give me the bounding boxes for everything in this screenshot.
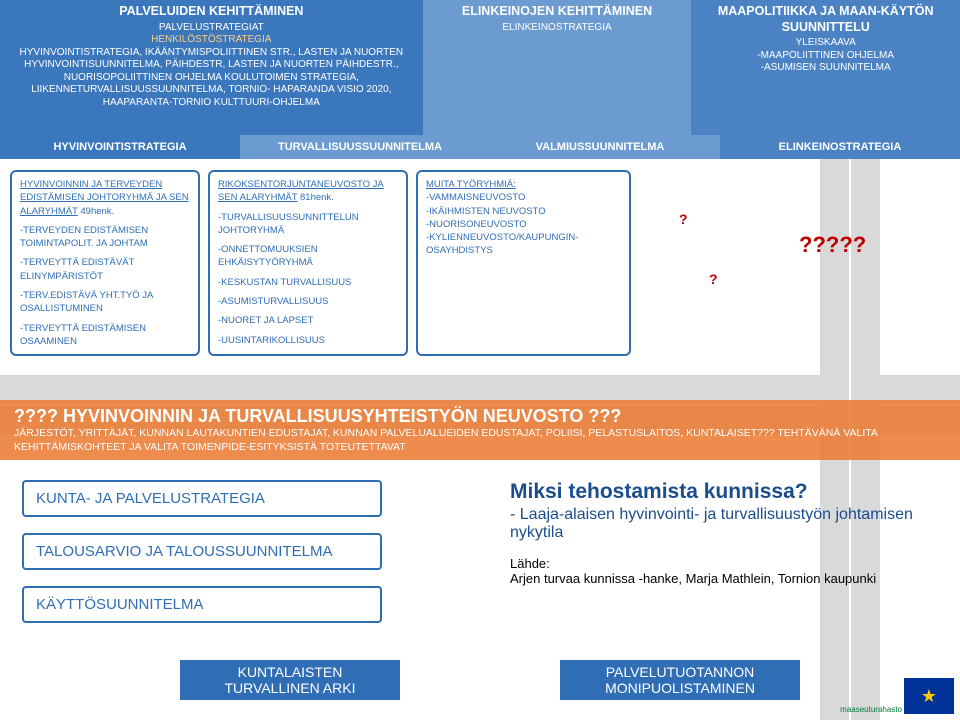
- top-line-1-1: HENKILÖSTÖSTRATEGIA: [151, 34, 271, 47]
- qmark-small-2: ?: [709, 270, 718, 290]
- top-line-1-0: PALVELUSTRATEGIAT: [159, 22, 264, 35]
- strategy-3: VALMIUSSUUNNITELMA: [480, 135, 720, 159]
- br-src1: Lähde:: [510, 556, 950, 571]
- br-question: Miksi tehostamista kunnissa?: [510, 480, 950, 504]
- bottom-right-block: Miksi tehostamista kunnissa? - Laaja-ala…: [510, 480, 950, 586]
- top-header-row: PALVELUIDEN KEHITTÄMINEN PALVELUSTRATEGI…: [0, 0, 960, 135]
- strategy-bar: HYVINVOINTISTRATEGIA TURVALLISUUSSUUNNIT…: [0, 135, 960, 159]
- mid-row: HYVINVOINNIN JA TERVEYDEN EDISTÄMISEN JO…: [0, 170, 960, 356]
- mid-box-rikoksentorjunta: RIKOKSENTORJUNTANEUVOSTO JA SEN ALARYHMÄ…: [208, 170, 408, 356]
- top-box-elinkeinojen: ELINKEINOJEN KEHITTÄMINEN ELINKEINOSTRAT…: [423, 0, 692, 135]
- mid2-i2: -KESKUSTAN TURVALLISUUS: [218, 276, 398, 289]
- mid2-i4: -NUORET JA LAPSET: [218, 314, 398, 327]
- mid1-i1: -TERVEYTTÄ EDISTÄVÄT ELINYMPÄRISTÖT: [20, 256, 190, 283]
- mid1-tail: 49henk.: [78, 206, 114, 217]
- eu-star: ★: [921, 686, 937, 707]
- council-title: ???? HYVINVOINNIN JA TURVALLISUUSYHTEIST…: [14, 406, 946, 427]
- qmark-small-1: ?: [679, 210, 688, 230]
- top-line-3-2: -MAAPOLIITTINEN OHJELMA: [757, 50, 894, 63]
- top-line-3-3: -ASUMISEN SUUNNITELMA: [761, 62, 891, 75]
- br-answer: - Laaja-alaisen hyvinvointi- ja turvalli…: [510, 506, 950, 542]
- mid3-head: MUITA TYÖRYHMIÄ:: [426, 179, 516, 190]
- mid2-i1: -ONNETTOMUUKSIEN EHKÄISYTYÖRYHMÄ: [218, 243, 398, 270]
- bl-sub: KUNTALAISTEN TURVALLINEN ARKI: [180, 660, 400, 700]
- council-band: ???? HYVINVOINNIN JA TURVALLISUUSYHTEIST…: [0, 400, 960, 460]
- mid3-i3: -KYLIENNEUVOSTO/KAUPUNGIN-OSAYHDISTYS: [426, 231, 621, 258]
- mid3-i1: -IKÄIHMISTEN NEUVOSTO: [426, 205, 621, 218]
- mid1-i0: -TERVEYDEN EDISTÄMISEN TOIMINTAPOLIT. JA…: [20, 224, 190, 251]
- mid2-i3: -ASUMISTURVALLISUUS: [218, 295, 398, 308]
- top-title-2: ELINKEINOJEN KEHITTÄMINEN: [462, 4, 652, 20]
- mid3-i2: -NUORISONEUVOSTO: [426, 218, 621, 231]
- mid2-tail: 81henk.: [297, 192, 333, 203]
- bl-box-1: KUNTA- JA PALVELUSTRATEGIA: [22, 480, 382, 517]
- mid1-i2: -TERV.EDISTÄVÄ YHT.TYÖ JA OSALLISTUMINEN: [20, 289, 190, 316]
- top-line-2-0: ELINKEINOSTRATEGIA: [502, 22, 611, 35]
- mid1-i3: -TERVEYTTÄ EDISTÄMISEN OSAAMINEN: [20, 322, 190, 349]
- strategy-2: TURVALLISUUSSUUNNITELMA: [240, 135, 480, 159]
- br-sub: PALVELUTUOTANNON MONIPUOLISTAMINEN: [560, 660, 800, 700]
- top-title-3: MAAPOLITIIKKA JA MAAN-KÄYTÖN SUUNNITTELU: [697, 4, 954, 35]
- mid2-i5: -UUSINTARIKOLLISUUS: [218, 334, 398, 347]
- top-box-maapolitiikka: MAAPOLITIIKKA JA MAAN-KÄYTÖN SUUNNITTELU…: [691, 0, 960, 135]
- qmark-big: ?????: [799, 230, 866, 261]
- bl-box-2: TALOUSARVIO JA TALOUSSUUNNITELMA: [22, 533, 382, 570]
- council-body: JÄRJESTÖT, YRITTÄJÄT, KUNNAN LAUTAKUNTIE…: [14, 427, 946, 454]
- top-line-1-2: HYVINVOINTISTRATEGIA, IKÄÄNTYMISPOLIITTI…: [6, 47, 417, 110]
- br-src2: Arjen turvaa kunnissa -hanke, Marja Math…: [510, 571, 950, 586]
- bottom-left-stack: KUNTA- JA PALVELUSTRATEGIA TALOUSARVIO J…: [22, 480, 382, 639]
- bl-box-3: KÄYTTÖSUUNNITELMA: [22, 586, 382, 623]
- maaseuturahasto-logo: maaseuturahasto: [840, 705, 902, 714]
- mid3-i0: -VAMMAISNEUVOSTO: [426, 191, 621, 204]
- top-title-1: PALVELUIDEN KEHITTÄMINEN: [119, 4, 303, 20]
- strategy-4: ELINKEINOSTRATEGIA: [720, 135, 960, 159]
- eu-flag-icon: ★: [904, 678, 954, 714]
- mid2-i0: -TURVALLISUUSSUNNITTELUN JOHTORYHMÄ: [218, 211, 398, 238]
- mid-box-muita: MUITA TYÖRYHMIÄ: -VAMMAISNEUVOSTO -IKÄIH…: [416, 170, 631, 356]
- strategy-1: HYVINVOINTISTRATEGIA: [0, 135, 240, 159]
- mid-box-qmarks: ? ? ?????: [639, 170, 950, 356]
- top-box-palveluiden: PALVELUIDEN KEHITTÄMINEN PALVELUSTRATEGI…: [0, 0, 423, 135]
- mid-box-hyvinvoinnin: HYVINVOINNIN JA TERVEYDEN EDISTÄMISEN JO…: [10, 170, 200, 356]
- top-line-3-0: YLEISKAAVA: [796, 37, 856, 50]
